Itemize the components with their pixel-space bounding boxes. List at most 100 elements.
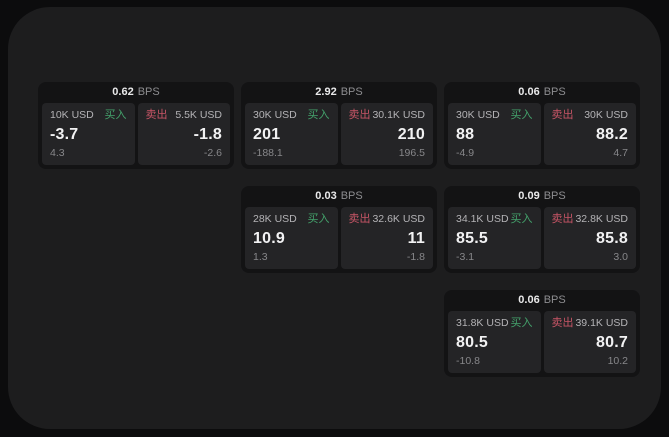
buy-side-label: 买入 — [510, 213, 533, 225]
bps-value: 0.09 — [518, 190, 540, 202]
buy-amount: 28K USD — [253, 213, 297, 225]
buy-delta: -188.1 — [253, 147, 283, 159]
bps-unit-label: BPS — [340, 190, 363, 202]
bps-value: 0.62 — [112, 86, 134, 98]
quote-panels: 10K USD 买入 -3.7 4.3 卖出 5.5K USD -1.8 -2.… — [42, 103, 230, 165]
sell-price: 11 — [407, 229, 425, 247]
sell-panel[interactable]: 卖出 30K USD 88.2 4.7 — [543, 103, 636, 165]
buy-side-label: 买入 — [104, 109, 127, 121]
quote-card: 2.92 BPS 30K USD 买入 201 -188.1 卖出 30.1K … — [241, 82, 437, 169]
sell-panel[interactable]: 卖出 39.1K USD 80.7 10.2 — [543, 311, 636, 373]
buy-panel[interactable]: 10K USD 买入 -3.7 4.3 — [42, 103, 135, 165]
bps-value: 0.06 — [518, 86, 540, 98]
buy-delta: -4.9 — [456, 147, 475, 159]
buy-price: 80.5 — [456, 333, 488, 351]
sell-side-label: 卖出 — [551, 317, 574, 329]
buy-top-row: 34.1K USD 买入 — [456, 213, 533, 226]
bps-unit-label: BPS — [543, 86, 566, 98]
sell-price: 80.7 — [596, 333, 628, 351]
sell-delta: 10.2 — [607, 355, 628, 367]
sell-amount: 30.1K USD — [372, 109, 425, 121]
sell-top-row: 卖出 32.6K USD — [349, 213, 426, 226]
buy-amount: 30K USD — [253, 109, 297, 121]
buy-price: 85.5 — [456, 229, 488, 247]
sell-amount: 32.6K USD — [372, 213, 425, 225]
bps-header: 0.09 BPS — [444, 186, 640, 207]
main-panel: 0.62 BPS 10K USD 买入 -3.7 4.3 卖出 5.5K USD… — [8, 7, 661, 429]
quote-card: 0.03 BPS 28K USD 买入 10.9 1.3 卖出 32.6K US… — [241, 186, 437, 273]
quote-card: 0.09 BPS 34.1K USD 买入 85.5 -3.1 卖出 32.8K… — [444, 186, 640, 273]
sell-side-label: 卖出 — [551, 109, 574, 121]
buy-top-row: 10K USD 买入 — [50, 109, 127, 122]
sell-top-row: 卖出 30.1K USD — [349, 109, 426, 122]
bps-header: 0.06 BPS — [444, 290, 640, 311]
buy-side-label: 买入 — [510, 109, 533, 121]
sell-price: 85.8 — [596, 229, 628, 247]
buy-side-label: 买入 — [307, 213, 330, 225]
bps-unit-label: BPS — [543, 294, 566, 306]
quote-card: 0.62 BPS 10K USD 买入 -3.7 4.3 卖出 5.5K USD… — [38, 82, 234, 169]
bps-value: 0.03 — [315, 190, 337, 202]
sell-delta: -1.8 — [406, 251, 425, 263]
buy-delta: 1.3 — [253, 251, 268, 263]
sell-top-row: 卖出 32.8K USD — [552, 213, 629, 226]
quote-panels: 31.8K USD 买入 80.5 -10.8 卖出 39.1K USD 80.… — [448, 311, 636, 373]
quote-panels: 34.1K USD 买入 85.5 -3.1 卖出 32.8K USD 85.8… — [448, 207, 636, 269]
buy-top-row: 28K USD 买入 — [253, 213, 330, 226]
quote-card: 0.06 BPS 30K USD 买入 88 -4.9 卖出 30K USD 8… — [444, 82, 640, 169]
sell-price: 210 — [397, 125, 425, 143]
buy-delta: -10.8 — [456, 355, 480, 367]
sell-delta: 3.0 — [613, 251, 628, 263]
sell-panel[interactable]: 卖出 32.6K USD 11 -1.8 — [340, 207, 433, 269]
sell-panel[interactable]: 卖出 5.5K USD -1.8 -2.6 — [137, 103, 230, 165]
sell-amount: 39.1K USD — [575, 317, 628, 329]
buy-amount: 30K USD — [456, 109, 500, 121]
bps-header: 0.62 BPS — [38, 82, 234, 103]
sell-side-label: 卖出 — [348, 109, 371, 121]
buy-amount: 10K USD — [50, 109, 94, 121]
buy-top-row: 30K USD 买入 — [456, 109, 533, 122]
sell-side-label: 卖出 — [551, 213, 574, 225]
sell-delta: 4.7 — [613, 147, 628, 159]
bps-unit-label: BPS — [340, 86, 363, 98]
buy-panel[interactable]: 30K USD 买入 88 -4.9 — [448, 103, 541, 165]
buy-side-label: 买入 — [307, 109, 330, 121]
buy-delta: 4.3 — [50, 147, 65, 159]
buy-amount: 31.8K USD — [456, 317, 509, 329]
sell-side-label: 卖出 — [348, 213, 371, 225]
bps-header: 0.06 BPS — [444, 82, 640, 103]
buy-panel[interactable]: 31.8K USD 买入 80.5 -10.8 — [448, 311, 541, 373]
buy-price: 201 — [253, 125, 281, 143]
sell-delta: 196.5 — [398, 147, 425, 159]
bps-value: 2.92 — [315, 86, 337, 98]
buy-panel[interactable]: 28K USD 买入 10.9 1.3 — [245, 207, 338, 269]
quote-grid: 0.62 BPS 10K USD 买入 -3.7 4.3 卖出 5.5K USD… — [38, 82, 640, 377]
sell-top-row: 卖出 5.5K USD — [146, 109, 223, 122]
buy-price: 10.9 — [253, 229, 285, 247]
buy-panel[interactable]: 34.1K USD 买入 85.5 -3.1 — [448, 207, 541, 269]
buy-side-label: 买入 — [510, 317, 533, 329]
bps-header: 0.03 BPS — [241, 186, 437, 207]
buy-top-row: 31.8K USD 买入 — [456, 317, 533, 330]
bps-unit-label: BPS — [543, 190, 566, 202]
buy-amount: 34.1K USD — [456, 213, 509, 225]
quote-panels: 30K USD 买入 88 -4.9 卖出 30K USD 88.2 4.7 — [448, 103, 636, 165]
sell-amount: 5.5K USD — [175, 109, 222, 121]
bps-unit-label: BPS — [137, 86, 160, 98]
buy-top-row: 30K USD 买入 — [253, 109, 330, 122]
sell-amount: 32.8K USD — [575, 213, 628, 225]
sell-price: 88.2 — [596, 125, 628, 143]
bps-value: 0.06 — [518, 294, 540, 306]
buy-delta: -3.1 — [456, 251, 475, 263]
sell-amount: 30K USD — [584, 109, 628, 121]
quote-panels: 28K USD 买入 10.9 1.3 卖出 32.6K USD 11 -1.8 — [245, 207, 433, 269]
sell-top-row: 卖出 30K USD — [552, 109, 629, 122]
sell-panel[interactable]: 卖出 32.8K USD 85.8 3.0 — [543, 207, 636, 269]
bps-header: 2.92 BPS — [241, 82, 437, 103]
buy-panel[interactable]: 30K USD 买入 201 -188.1 — [245, 103, 338, 165]
sell-top-row: 卖出 39.1K USD — [552, 317, 629, 330]
sell-price: -1.8 — [193, 125, 222, 143]
sell-panel[interactable]: 卖出 30.1K USD 210 196.5 — [340, 103, 433, 165]
sell-side-label: 卖出 — [145, 109, 168, 121]
